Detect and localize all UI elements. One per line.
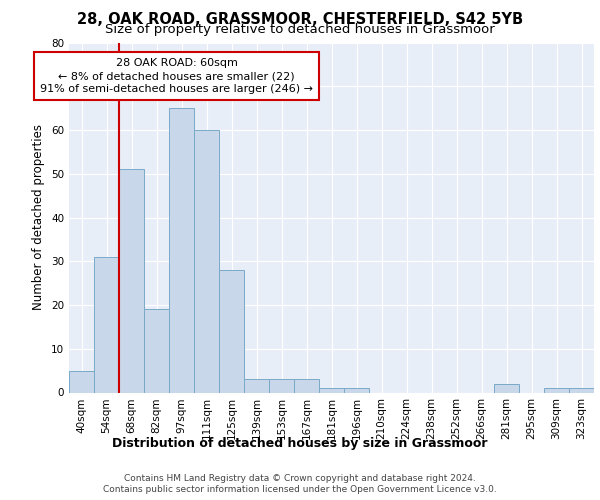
Text: 28 OAK ROAD: 60sqm
← 8% of detached houses are smaller (22)
91% of semi-detached: 28 OAK ROAD: 60sqm ← 8% of detached hous… [40,58,313,94]
Bar [119,170,144,392]
Bar [244,380,269,392]
Bar [544,388,569,392]
Text: Contains HM Land Registry data © Crown copyright and database right 2024.: Contains HM Land Registry data © Crown c… [124,474,476,483]
Bar [319,388,344,392]
Bar [344,388,369,392]
Text: 28, OAK ROAD, GRASSMOOR, CHESTERFIELD, S42 5YB: 28, OAK ROAD, GRASSMOOR, CHESTERFIELD, S… [77,12,523,28]
Bar [69,370,94,392]
Bar [94,257,119,392]
Bar [494,384,519,392]
Bar [144,310,169,392]
Bar [219,270,244,392]
Text: Size of property relative to detached houses in Grassmoor: Size of property relative to detached ho… [105,22,495,36]
Bar [269,380,294,392]
Bar [294,380,319,392]
Text: Distribution of detached houses by size in Grassmoor: Distribution of detached houses by size … [112,438,488,450]
Bar [194,130,219,392]
Y-axis label: Number of detached properties: Number of detached properties [32,124,46,310]
Text: Contains public sector information licensed under the Open Government Licence v3: Contains public sector information licen… [103,485,497,494]
Bar [169,108,194,393]
Bar [569,388,594,392]
